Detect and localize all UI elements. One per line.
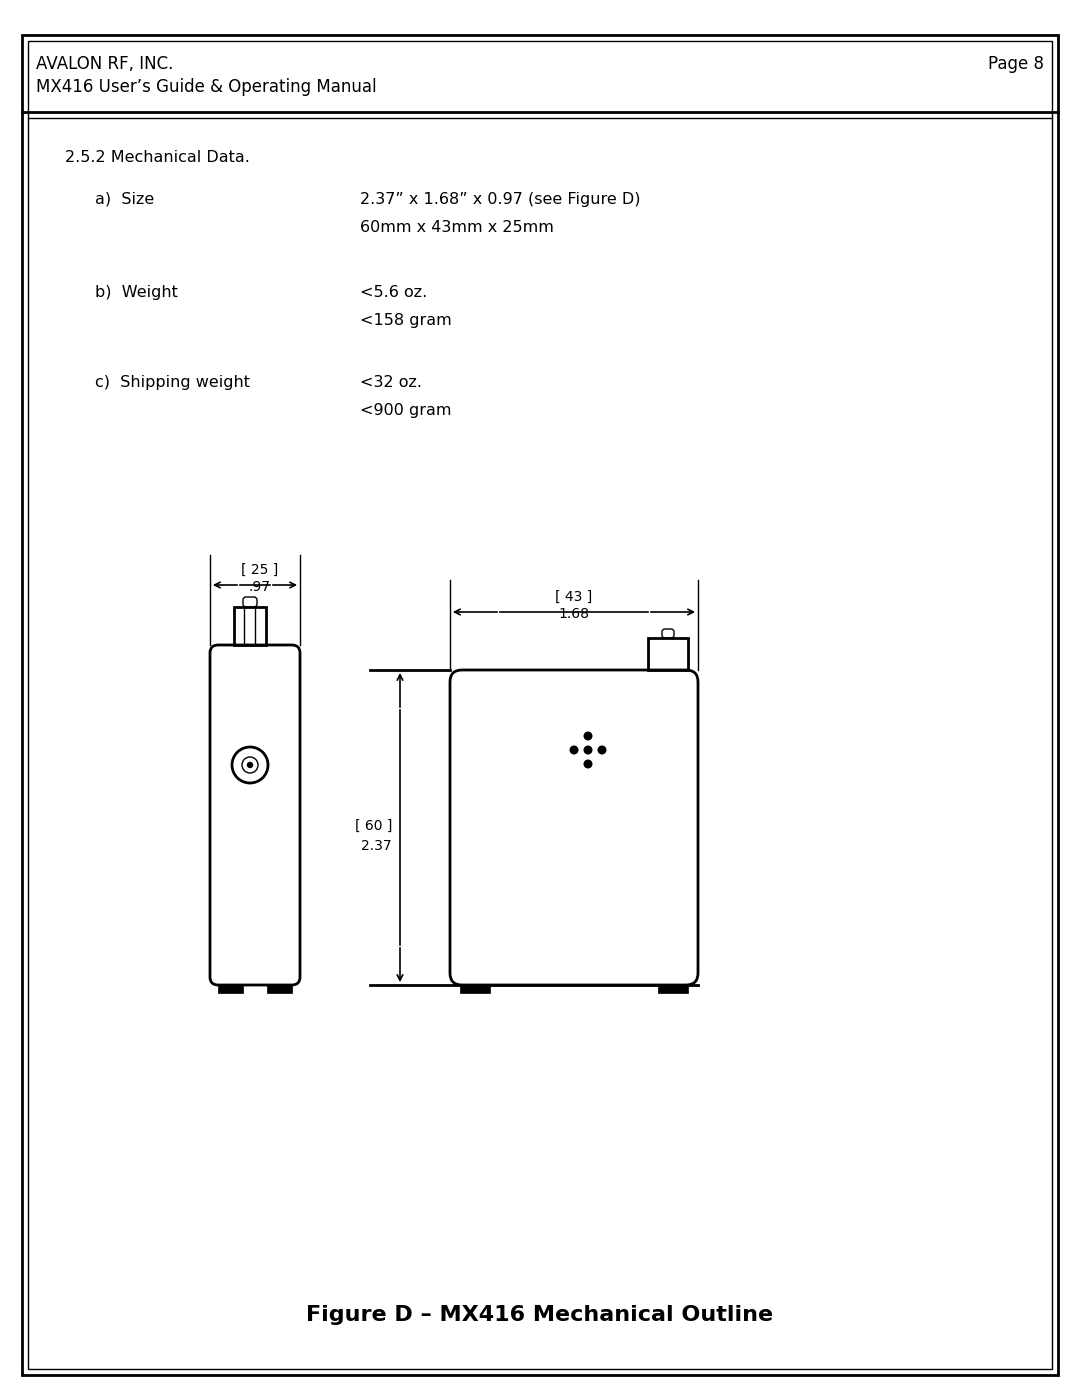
Text: [ 25 ]: [ 25 ] <box>241 563 279 577</box>
Circle shape <box>569 746 579 754</box>
Bar <box>234 608 266 645</box>
Bar <box>658 985 688 993</box>
Text: [ 43 ]: [ 43 ] <box>555 590 593 604</box>
Text: 60mm x 43mm x 25mm: 60mm x 43mm x 25mm <box>360 219 554 235</box>
Circle shape <box>597 746 607 754</box>
Circle shape <box>247 763 253 767</box>
Text: a)  Size: a) Size <box>95 191 154 207</box>
Text: Page 8: Page 8 <box>988 54 1044 73</box>
Text: c)  Shipping weight: c) Shipping weight <box>95 374 249 390</box>
Bar <box>460 985 490 993</box>
Text: <900 gram: <900 gram <box>360 402 451 418</box>
Text: 2.37: 2.37 <box>362 840 392 854</box>
Text: MX416 User’s Guide & Operating Manual: MX416 User’s Guide & Operating Manual <box>36 78 377 96</box>
Text: 1.68: 1.68 <box>558 608 590 622</box>
Text: <158 gram: <158 gram <box>360 313 451 328</box>
Circle shape <box>583 746 593 754</box>
Bar <box>648 638 688 671</box>
Circle shape <box>583 760 593 768</box>
Text: Figure D – MX416 Mechanical Outline: Figure D – MX416 Mechanical Outline <box>307 1305 773 1324</box>
Text: AVALON RF, INC.: AVALON RF, INC. <box>36 54 174 73</box>
Text: b)  Weight: b) Weight <box>95 285 178 300</box>
Text: .97: .97 <box>249 580 271 594</box>
Text: <5.6 oz.: <5.6 oz. <box>360 285 428 300</box>
Circle shape <box>583 732 593 740</box>
Text: 2.5.2 Mechanical Data.: 2.5.2 Mechanical Data. <box>65 149 249 165</box>
Text: [ 60 ]: [ 60 ] <box>354 819 392 833</box>
Bar <box>218 985 243 993</box>
Bar <box>267 985 292 993</box>
Text: 2.37” x 1.68” x 0.97 (see Figure D): 2.37” x 1.68” x 0.97 (see Figure D) <box>360 191 640 207</box>
Text: <32 oz.: <32 oz. <box>360 374 422 390</box>
